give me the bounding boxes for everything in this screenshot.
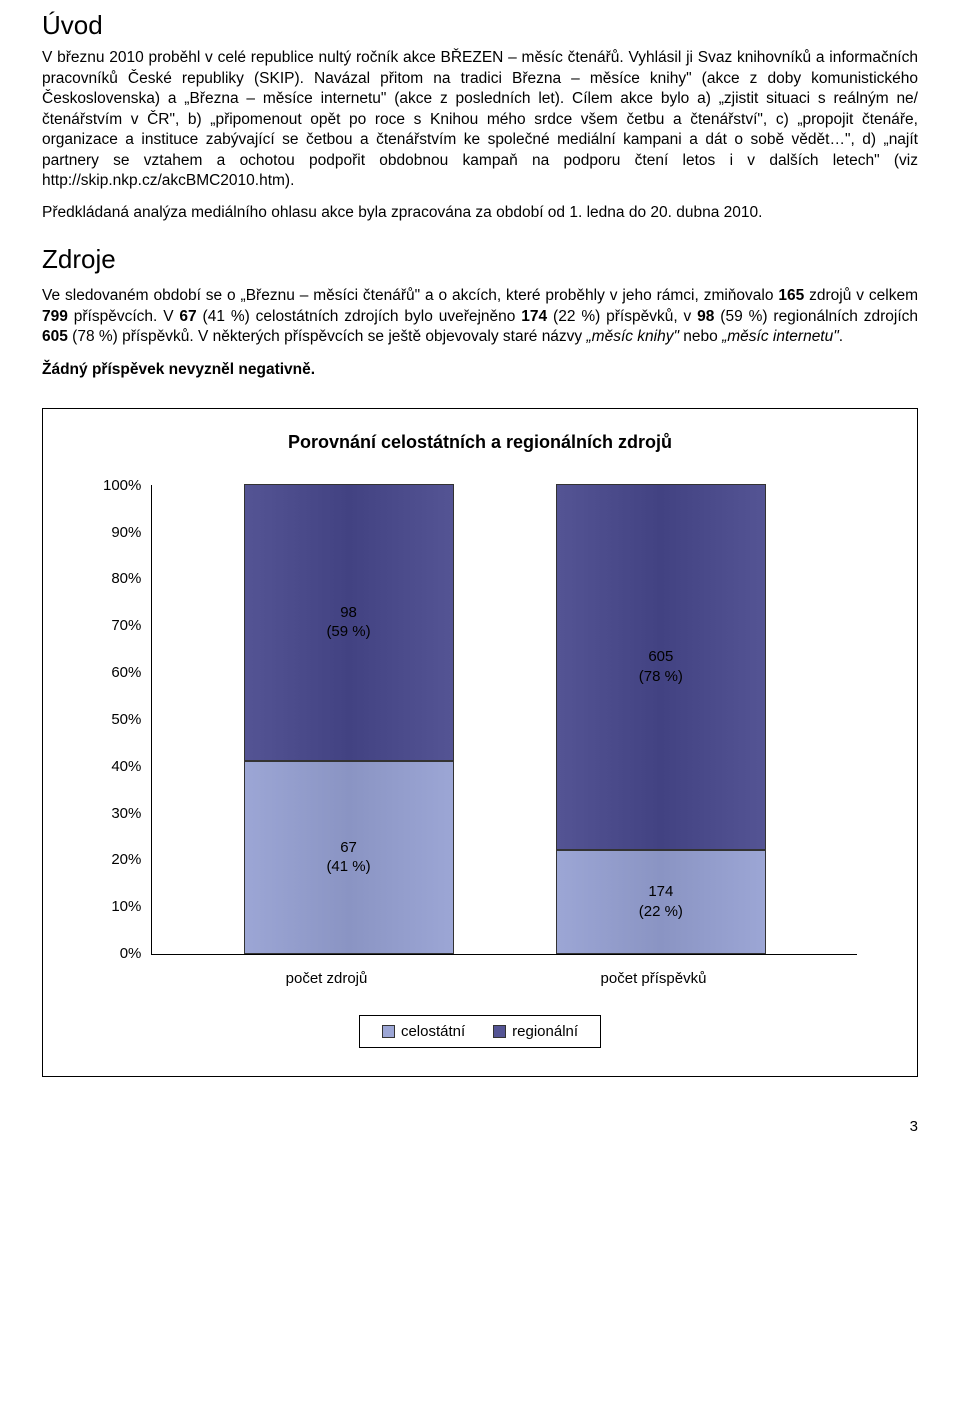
y-tick-label: 0%	[120, 944, 142, 964]
y-tick-label: 10%	[111, 897, 141, 917]
legend-swatch	[382, 1025, 395, 1038]
heading-zdroje: Zdroje	[42, 242, 918, 276]
bar-segment-label: 98 (59 %)	[326, 603, 370, 643]
value-605: 605	[42, 328, 72, 345]
bar-segment-label: 174 (22 %)	[639, 882, 683, 922]
value-174: 174	[521, 308, 553, 325]
legend-item: regionální	[493, 1022, 578, 1042]
chart-plot: 67 (41 %) 98 (59 %) 174 (22 %) 605 (78 %)	[151, 485, 857, 955]
paragraph-no-negative: Žádný příspěvek nevyzněl negativně.	[42, 360, 918, 380]
chart-container: Porovnání celostátních a regionálních zd…	[42, 408, 918, 1077]
chart-legend-box: celostátní regionální	[359, 1015, 601, 1049]
text-span: (41 %) celostátních zdrojích bylo uveřej…	[197, 308, 522, 325]
bar-segment-label: 605 (78 %)	[639, 647, 683, 687]
value-67: 67	[179, 308, 196, 325]
text-span: nebo	[679, 328, 722, 345]
value-165: 165	[778, 287, 804, 304]
chart-x-labels: počet zdrojů počet příspěvků	[103, 955, 857, 989]
legend-label: celostátní	[401, 1023, 465, 1040]
text-span: (78 %) příspěvků. V některých příspěvcíc…	[72, 328, 586, 345]
bar: 67 (41 %) 98 (59 %)	[244, 484, 454, 954]
chart-y-axis: 100% 90% 80% 70% 60% 50% 40% 30% 20% 10% 0%	[103, 476, 151, 964]
legend-item: celostátní	[382, 1022, 465, 1042]
y-tick-label: 60%	[111, 663, 141, 683]
text-span: příspěvcích. V	[68, 308, 180, 325]
y-tick-label: 80%	[111, 569, 141, 589]
text-span: (22 %) příspěvků, v	[553, 308, 697, 325]
paragraph-intro-1: V březnu 2010 proběhl v celé republice n…	[42, 48, 918, 191]
y-tick-label: 50%	[111, 710, 141, 730]
value-799: 799	[42, 308, 68, 325]
bar-segment-celostátní: 174 (22 %)	[556, 850, 766, 953]
italic-mesic-internetu: „měsíc internetu"	[722, 328, 839, 345]
y-tick-label: 20%	[111, 850, 141, 870]
bar: 174 (22 %) 605 (78 %)	[556, 484, 766, 954]
bar-segment-label: 67 (41 %)	[326, 838, 370, 878]
heading-uvod: Úvod	[42, 8, 918, 42]
y-tick-label: 70%	[111, 616, 141, 636]
chart-plot-zone: 100%90%80%70%60%50%40%30%20%10%0% 67 (41…	[103, 485, 857, 955]
bar-segment-celostátní: 67 (41 %)	[244, 761, 454, 954]
y-tick-label: 100%	[103, 476, 141, 496]
chart-bars: 67 (41 %) 98 (59 %) 174 (22 %) 605 (78 %)	[152, 485, 857, 954]
value-98: 98	[697, 308, 714, 325]
legend-label: regionální	[512, 1023, 578, 1040]
italic-mesic-knihy: „měsíc knihy"	[587, 328, 680, 345]
bar-column: 67 (41 %) 98 (59 %)	[244, 484, 454, 954]
text-span: .	[839, 328, 843, 345]
paragraph-zdroje-1: Ve sledovaném období se o „Březnu – měsí…	[42, 286, 918, 347]
x-tick-label: počet zdrojů	[222, 969, 432, 989]
chart-legend: celostátní regionální	[103, 1015, 857, 1049]
bar-column: 174 (22 %) 605 (78 %)	[556, 484, 766, 954]
bar-segment-regionální: 605 (78 %)	[556, 484, 766, 851]
text-span: (59 %) regionálních zdrojích	[714, 308, 918, 325]
y-tick-label: 40%	[111, 757, 141, 777]
text-span: Ve sledovaném období se o „Březnu – měsí…	[42, 287, 778, 304]
legend-swatch	[493, 1025, 506, 1038]
text-span: zdrojů v celkem	[804, 287, 918, 304]
y-tick-label: 30%	[111, 804, 141, 824]
y-tick-label: 90%	[111, 523, 141, 543]
paragraph-intro-2: Předkládaná analýza mediálního ohlasu ak…	[42, 203, 918, 223]
page-number: 3	[42, 1117, 918, 1137]
bar-segment-regionální: 98 (59 %)	[244, 484, 454, 761]
chart-title: Porovnání celostátních a regionálních zd…	[103, 431, 857, 455]
x-tick-label: počet příspěvků	[549, 969, 759, 989]
